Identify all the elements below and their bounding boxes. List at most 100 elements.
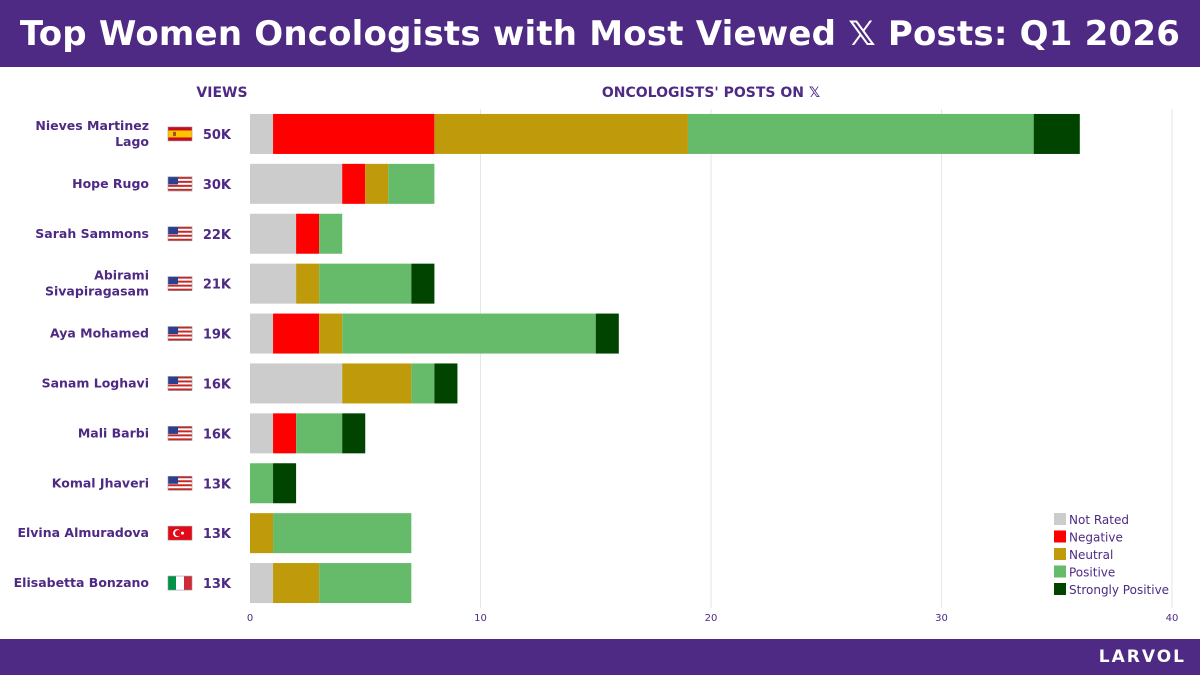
oncologist-name-label: Komal Jhaveri — [52, 475, 149, 490]
views-value: 13K — [203, 527, 232, 542]
legend-item: Not Rated — [1054, 513, 1129, 527]
legend-label: Strongly Positive — [1069, 583, 1169, 597]
legend-swatch — [1054, 548, 1066, 560]
flag-usa-icon — [167, 226, 193, 242]
views-value: 22K — [203, 228, 232, 243]
legend-swatch — [1054, 530, 1066, 543]
views-value: 16K — [203, 377, 232, 392]
legend-swatch — [1054, 565, 1066, 578]
gridlines — [480, 109, 1173, 608]
bar-segment-not-rated — [250, 413, 274, 454]
views-value: 21K — [203, 278, 232, 293]
oncologist-name-label: Hope Rugo — [72, 176, 149, 191]
legend-item: Negative — [1054, 530, 1123, 545]
brand-logo: LARVOL — [1098, 647, 1186, 667]
bar-segment-negative — [342, 163, 366, 204]
oncologist-name-label: Abirami — [94, 268, 149, 283]
oncologist-name-label: Sarah Sammons — [35, 226, 149, 241]
views-value: 13K — [203, 477, 232, 492]
bar-segment-neutral — [296, 263, 320, 304]
flag-usa-icon — [167, 276, 193, 291]
x-axis-ticks: 0 10 20 30 40 — [247, 613, 1179, 624]
views-value: 13K — [203, 577, 232, 592]
bar-segment-not-rated — [250, 563, 274, 604]
bar-segment-strongly-positive — [273, 463, 297, 504]
bar-segment-positive — [319, 563, 412, 604]
bar-segment-positive — [296, 413, 343, 454]
legend-label: Positive — [1069, 566, 1115, 580]
title-banner: Top Women Oncologists with Most Viewed 𝕏… — [0, 0, 1200, 67]
oncologist-name-label: Sivapiragasam — [45, 284, 149, 299]
page-title: Top Women Oncologists with Most Viewed 𝕏… — [19, 13, 1181, 54]
oncologist-name-label: Sanam Loghavi — [42, 375, 149, 390]
bar-segment-not-rated — [250, 363, 343, 404]
legend: Not Rated Negative Neutral Positive Strongly… — [1054, 513, 1169, 597]
oncologist-name-label: Aya Mohamed — [50, 326, 149, 341]
bar-segment-not-rated — [250, 213, 297, 254]
legend-label: Not Rated — [1069, 513, 1129, 527]
bar-segment-neutral — [365, 163, 389, 204]
oncologist-name-label: Nieves Martinez — [35, 118, 149, 133]
bar-segment-positive — [342, 313, 596, 354]
bar-segment-positive — [388, 163, 435, 204]
legend-item: Strongly Positive — [1054, 583, 1169, 597]
flag-usa-icon — [167, 376, 193, 391]
bar-segment-not-rated — [250, 163, 343, 204]
x-tick-label: 0 — [247, 613, 253, 624]
bar-segment-strongly-positive — [1033, 113, 1080, 154]
views-value: 30K — [203, 178, 232, 193]
flag-spain-icon — [167, 126, 193, 142]
x-tick-label: 20 — [705, 613, 718, 624]
flag-italy-icon — [167, 575, 193, 591]
bar-segment-not-rated — [250, 113, 274, 154]
views-value: 19K — [203, 328, 232, 343]
chart-title: ONCOLOGISTS' POSTS ON 𝕏 — [602, 85, 820, 101]
oncologist-name-label: Mali Barbi — [78, 425, 149, 440]
bar-segment-not-rated — [250, 263, 297, 304]
bar-segment-negative — [296, 213, 320, 254]
bar-segment-positive — [273, 513, 412, 554]
bar-segment-neutral — [342, 363, 412, 404]
x-tick-label: 10 — [474, 613, 487, 624]
views-value: 16K — [203, 427, 232, 442]
legend-swatch — [1054, 583, 1066, 595]
bar-segment-strongly-positive — [434, 363, 458, 404]
oncologist-name-label: Lago — [115, 134, 149, 149]
flag-turkey-icon — [167, 525, 193, 541]
oncologist-name-label: Elisabetta Bonzano — [14, 575, 150, 590]
bar-segment-negative — [273, 313, 320, 354]
bar-segment-neutral — [250, 513, 274, 554]
flag-usa-icon — [167, 326, 193, 341]
views-value: 50K — [203, 128, 232, 143]
bar-segment-strongly-positive — [342, 413, 366, 454]
oncologist-name-label: Elvina Almuradova — [17, 525, 149, 540]
flag-usa-icon — [167, 176, 193, 192]
flag-usa-icon — [167, 426, 193, 441]
legend-label: Negative — [1069, 531, 1123, 545]
legend-label: Neutral — [1069, 548, 1113, 562]
bar-segment-neutral — [319, 313, 343, 354]
bar-segment-strongly-positive — [411, 263, 435, 304]
flag-usa-icon — [167, 475, 193, 491]
bar-segment-positive — [411, 363, 435, 404]
bar-segment-neutral — [434, 113, 688, 154]
x-tick-label: 30 — [935, 613, 948, 624]
legend-item: Positive — [1054, 565, 1115, 580]
bar-segment-neutral — [273, 563, 320, 604]
legend-swatch — [1054, 513, 1066, 525]
legend-item: Neutral — [1054, 548, 1113, 562]
bars-group — [250, 113, 1080, 604]
bar-segment-positive — [319, 213, 343, 254]
footer-bar: LARVOL — [0, 639, 1200, 675]
x-tick-label: 40 — [1166, 613, 1179, 624]
bar-segment-positive — [250, 463, 274, 504]
bar-segment-not-rated — [250, 313, 274, 354]
bar-segment-negative — [273, 413, 297, 454]
bar-segment-negative — [273, 113, 435, 154]
views-column-header: VIEWS — [196, 85, 247, 101]
bar-segment-strongly-positive — [595, 313, 619, 354]
bar-segment-positive — [687, 113, 1034, 154]
bar-segment-positive — [319, 263, 412, 304]
